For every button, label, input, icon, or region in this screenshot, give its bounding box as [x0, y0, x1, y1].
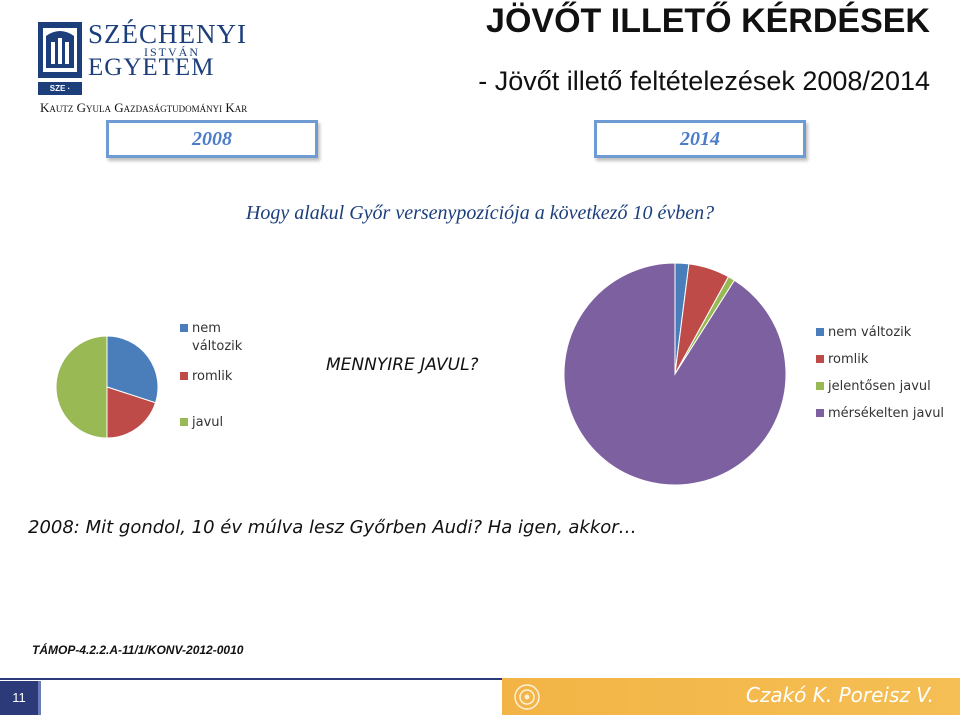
- page-title: JÖVŐT ILLETŐ KÉRDÉSEK: [486, 2, 930, 40]
- year-box-2014: 2014: [594, 120, 806, 158]
- legend-label: nem változik: [828, 325, 912, 340]
- pie-slice-mérsékelten-javul: [564, 263, 786, 485]
- legend-swatch: [816, 409, 824, 417]
- legend-swatch: [816, 382, 824, 390]
- legend-label: javul: [192, 415, 224, 430]
- logo-text-istvan: ISTVÁN: [144, 45, 200, 59]
- pie-chart-2014: [564, 263, 786, 485]
- legend-label: mérsékelten javul: [828, 406, 945, 421]
- footer-divider: [0, 678, 960, 680]
- pie-slice-javul: [56, 336, 108, 438]
- project-code: TÁMOP-4.2.2.A-11/1/KONV-2012-0010: [32, 643, 244, 657]
- legend-2014: nem változik romlik jelentősen javul mér…: [816, 324, 956, 428]
- legend-swatch: [816, 355, 824, 363]
- pie-slice-nem-változik: [106, 336, 158, 404]
- page-number-edge: [38, 681, 41, 715]
- legend-2008: nem változik romlik javul: [180, 320, 290, 440]
- mennyire-javul-label: MENNYIRE JAVUL?: [326, 355, 479, 375]
- legend-label: romlik: [828, 352, 869, 367]
- legend-swatch: [816, 328, 824, 336]
- year-box-2008: 2008: [106, 120, 318, 158]
- page-number: 11: [0, 681, 38, 715]
- pie-chart-2008: [56, 336, 158, 438]
- page-subtitle: - Jövőt illető feltételezések 2008/2014: [478, 66, 930, 96]
- pie-slice-romlik: [106, 386, 157, 438]
- legend-label: jelentősen javul: [828, 379, 931, 394]
- author-names: Czakó K. Poreisz V.: [745, 683, 934, 707]
- author-bar: [502, 678, 960, 715]
- legend-label: romlik: [192, 369, 233, 384]
- logo-text-szechenyi: SZÉCHENYI: [88, 19, 247, 49]
- audi-question-text: 2008: Mit gondol, 10 év múlva lesz Győrb…: [28, 517, 637, 538]
- legend-swatch: [180, 372, 188, 380]
- footer-emblem-icon: [514, 684, 540, 710]
- university-logo: SZÉCHENYI ISTVÁN EGYETEM SZE · GYŐR Kaut…: [38, 19, 298, 115]
- logo-text-egyetem: EGYETEM: [88, 54, 215, 81]
- legend-swatch: [180, 324, 188, 332]
- legend-swatch: [180, 418, 188, 426]
- logo-faculty-name: Kautz Gyula Gazdaságtudományi Kar: [40, 100, 248, 115]
- logo-badge: SZE · GYŐR: [38, 82, 82, 106]
- question-text: Hogy alakul Győr versenypozíciója a köve…: [245, 202, 715, 224]
- legend-label: nem változik: [192, 321, 243, 354]
- university-emblem-icon: [38, 22, 82, 78]
